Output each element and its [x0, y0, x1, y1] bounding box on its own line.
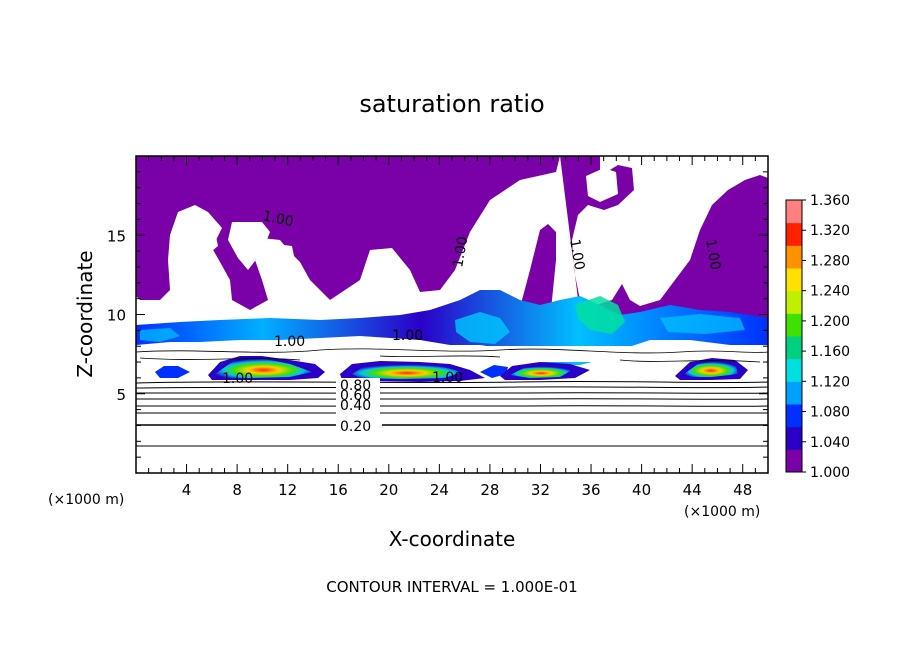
colorbar-label: 1.200 [810, 314, 850, 330]
y-axis-title: Z-coordinate [73, 250, 97, 377]
colorbar-label: 1.160 [810, 344, 850, 360]
contour-interval-note: CONTOUR INTERVAL = 1.000E-01 [326, 578, 577, 596]
y-tick-label: 15 [107, 227, 126, 245]
contour-label: 1.00 [702, 238, 723, 271]
colorbar-swatch [786, 290, 802, 314]
x-tick-label: 24 [430, 481, 449, 499]
colorbar-swatch [786, 268, 802, 292]
y-axis: 5 10 15 [107, 171, 768, 458]
supersaturated-cores [155, 356, 748, 382]
contour-label: 0.20 [340, 419, 371, 435]
saturated-region-left [136, 156, 560, 310]
x-tick-label: 28 [480, 481, 499, 499]
contour-label: 1.00 [450, 235, 471, 268]
colorbar-label: 1.360 [810, 193, 850, 209]
colorbar-swatch [786, 222, 802, 246]
contour-label: 1.00 [566, 238, 587, 271]
colorbar-label: 1.280 [810, 253, 850, 269]
x-axis-title: X-coordinate [389, 527, 516, 551]
contour-label: 0.80 [340, 378, 371, 394]
colorbar-label: 1.040 [810, 435, 850, 451]
colorbar-swatch [786, 200, 802, 224]
y-axis-unit: (×1000 m) [48, 492, 124, 508]
colorbar-label: 1.120 [810, 374, 850, 390]
colorbar-swatch [786, 313, 802, 337]
y-tick-label: 10 [107, 307, 126, 325]
x-axis-unit: (×1000 m) [684, 504, 760, 520]
contour-label: 1.00 [222, 371, 253, 387]
colorbar-label: 1.240 [810, 284, 850, 300]
contour-labels: 1.00 1.00 1.00 1.00 1.00 1.00 1.00 1.00 … [222, 208, 723, 435]
x-tick-label: 4 [182, 481, 192, 499]
x-tick-label: 12 [278, 481, 297, 499]
colorbar-swatch [786, 336, 802, 360]
saturated-region-pocket [148, 188, 180, 212]
colorbar-swatch [786, 449, 802, 473]
colorbar-label: 1.080 [810, 405, 850, 421]
x-tick-label: 40 [632, 481, 651, 499]
contour-label: 0.60 [340, 388, 371, 404]
colorbar-swatch [786, 381, 802, 405]
contour-label: 1.00 [432, 370, 463, 386]
colorbar-swatch [786, 358, 802, 382]
x-tick-label: 48 [733, 481, 752, 499]
colorbar-frame [785, 199, 803, 473]
colorbar-label: 1.000 [810, 465, 850, 481]
x-tick-label: 16 [329, 481, 348, 499]
colorbar-swatch [786, 245, 802, 269]
contour-label: 1.00 [261, 208, 295, 230]
plot-area: 1.00 1.00 1.00 1.00 1.00 1.00 1.00 1.00 … [136, 156, 768, 473]
x-tick-label: 8 [232, 481, 242, 499]
x-tick-label: 32 [531, 481, 550, 499]
colorbar-label: 1.320 [810, 223, 850, 239]
x-tick-label: 36 [581, 481, 600, 499]
colorbar-swatch [786, 404, 802, 428]
x-tick-label: 20 [379, 481, 398, 499]
core-2b [480, 365, 508, 378]
colorbar: 1.360 1.320 1.280 1.240 1.200 1.160 1.120 1.080… [785, 193, 850, 481]
saturated-region-far-right [700, 190, 768, 302]
contour-label: 1.00 [392, 328, 423, 344]
contour-label: 0.40 [340, 398, 371, 414]
core-1b [155, 366, 190, 378]
x-axis: 4 8 12 16 20 24 28 32 36 40 44 48 [148, 156, 756, 499]
colorbar-swatch [786, 426, 802, 450]
y-tick-label: 5 [116, 386, 126, 404]
chart-title: saturation ratio [359, 90, 544, 118]
x-tick-label: 44 [683, 481, 702, 499]
contour-lines [136, 348, 768, 447]
contour-label: 1.00 [274, 334, 305, 350]
